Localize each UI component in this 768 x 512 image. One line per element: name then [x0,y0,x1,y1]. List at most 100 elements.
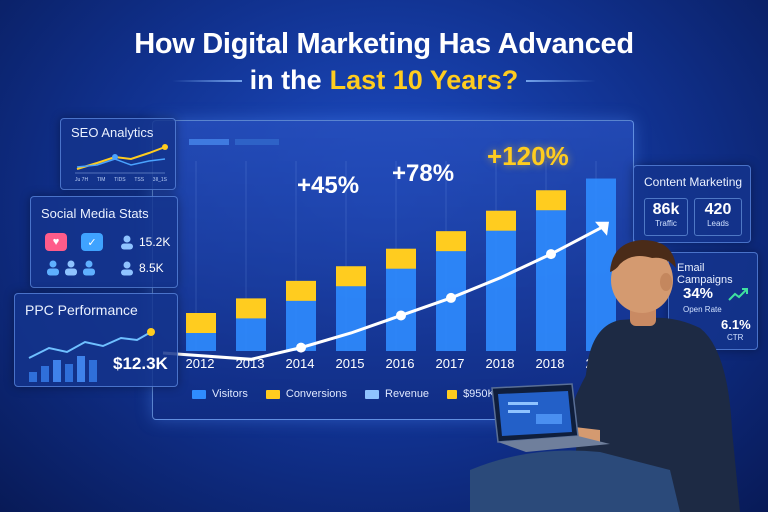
visitors-bar [536,199,566,351]
title-block: How Digital Marketing Has Advanced in th… [0,28,768,96]
laptop-base [498,436,610,452]
laptop-display [498,391,572,436]
seo-tick-labels: Ju 7H TIM TIDS TSS 3Il_1S [75,177,167,183]
divider [171,79,242,82]
year-tick-label: 2016 [385,356,415,371]
legend-label: $950K [463,388,495,400]
heart-icon: ♥ [45,233,67,251]
growth-badge-78: +78% [392,160,455,187]
seo-tick: TSS [134,177,145,183]
ctr-value: 6.1% [721,317,751,332]
seo-series-yellow [76,146,166,170]
chart-legend: Visitors Conversions Revenue $950K [192,388,495,400]
ppc-trend-line [28,331,152,359]
visitors-swatch [192,389,206,399]
legend-label: Revenue [385,388,430,400]
arm [566,360,610,436]
traffic-label: Traffic [655,219,677,228]
ppc-bar [89,360,97,382]
seo-tick: Ju 7H [75,177,89,183]
conversions-bar [536,190,566,211]
visitors-bar [486,219,516,351]
growth-badge-120: +120% [487,141,569,171]
trend-point [446,292,456,303]
traffic-card: 86k Traffic [644,198,688,236]
legend-revenue: Revenue [365,388,429,400]
conversions-bar [436,231,466,252]
conversions-bar [336,266,366,287]
ppc-bar [53,360,61,382]
leads-label: Leads [707,219,729,228]
conversions-bar [386,248,416,269]
divider [526,79,597,82]
conversions-swatch [265,389,280,399]
traffic-value: 86k [652,201,680,218]
like-icon: ✓ [81,233,103,251]
person-illustration [470,240,740,512]
seo-tick: TIM [96,177,106,183]
seo-line-chart [75,144,168,174]
social-stat-1: 15.2K [139,235,171,249]
trend-up-icon [728,288,748,301]
social-panel-title: Social Media Stats [41,206,149,221]
seo-analytics-panel[interactable]: SEO Analytics Ju 7H TIM TIDS TSS 3Il_1S [60,118,176,190]
conversions-bar [486,210,516,231]
header-bar [189,139,229,145]
legend-label: Conversions [285,388,348,400]
year-tick-label: 2013 [235,356,265,371]
trend-arrow-head [595,221,609,236]
ear [660,273,672,291]
legend-visitors: Visitors [192,388,248,400]
jeans [470,450,680,512]
social-stat-2: 8.5K [139,261,164,275]
head [611,247,673,313]
year-tick-label: 2015 [335,356,365,371]
header-bar [235,139,279,145]
ppc-panel-title: PPC Performance [25,302,138,318]
open-rate-label: Open Rate [683,305,722,314]
seo-panel-title: SEO Analytics [71,125,154,140]
ppc-bar [77,356,85,382]
ctr-label: CTR [727,333,744,342]
leads-card: 420 Leads [694,198,742,236]
hair [610,240,676,272]
year-tick-label: 2018 [535,356,565,371]
year-tick-label: 2014 [285,356,315,371]
seo-tick: TIDS [114,177,126,183]
revenue-value-swatch [447,389,458,399]
open-rate-value: 34% [683,285,714,302]
year-tick-label: 2012 [185,356,215,371]
visitors-bar [336,275,366,351]
social-media-panel[interactable]: Social Media Stats ♥ ✓ 15.2K 8.5K [30,196,178,288]
revenue-swatch [365,389,380,399]
email-panel-title: Email Campaigns [677,262,733,286]
trend-point [296,342,306,353]
subtitle-text: in the [249,65,322,95]
conversions-bar [186,313,216,333]
year-tick-label: 2018 [485,356,515,371]
seo-point [112,154,118,160]
visitors-bar [386,257,416,351]
growth-chart-board [152,120,634,420]
conversions-bar [236,298,266,319]
legend-label: Visitors [212,388,248,400]
legend-revenue-value: $950K [447,388,495,400]
laptop-ui-line [508,402,538,405]
page-subtitle: in the Last 10 Years? [0,65,768,96]
growth-badge-45: +45% [297,172,360,199]
trend-point [396,310,406,321]
legend-conversions: Conversions [265,388,348,400]
ppc-bar [41,366,49,382]
ppc-bar [29,372,37,382]
content-panel-title: Content Marketing [644,175,743,189]
content-marketing-panel[interactable]: Content Marketing 86k Traffic 420 Leads [633,165,751,243]
ppc-performance-panel[interactable]: PPC Performance $12.3K [14,293,178,387]
trend-point [546,249,556,260]
laptop-ui-block [536,414,562,424]
user-icon [121,235,133,250]
trend-line [162,221,609,361]
ppc-bar [65,364,73,382]
seo-tick: 3Il_1S [152,177,167,183]
growth-chart-svg [162,139,616,361]
seo-series-blue [76,158,166,168]
